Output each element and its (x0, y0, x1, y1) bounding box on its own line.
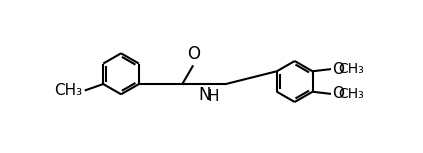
Text: O: O (332, 62, 344, 77)
Text: O: O (332, 86, 344, 101)
Text: N: N (198, 86, 211, 104)
Text: CH₃: CH₃ (54, 83, 82, 98)
Text: CH₃: CH₃ (338, 62, 364, 76)
Text: O: O (187, 45, 200, 63)
Text: CH₃: CH₃ (338, 87, 364, 101)
Text: H: H (208, 89, 219, 104)
